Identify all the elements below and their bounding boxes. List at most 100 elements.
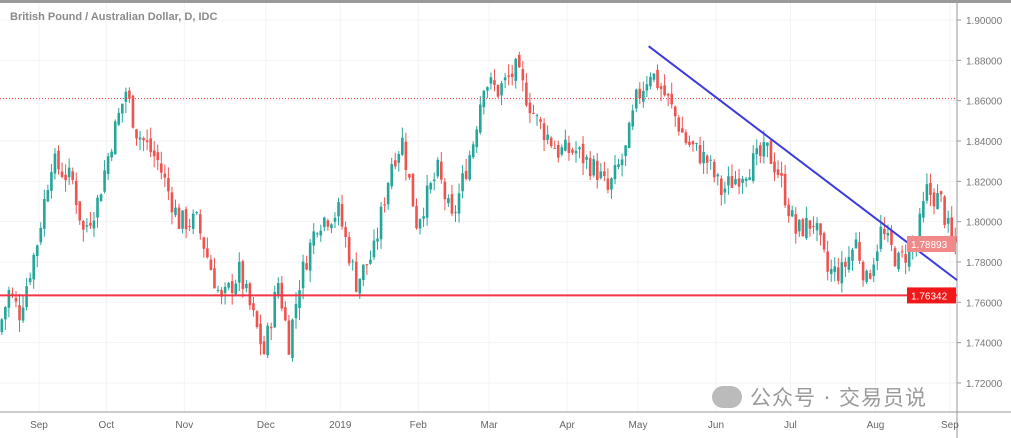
- candle-body: [248, 283, 252, 306]
- candle-body: [78, 201, 82, 221]
- candle-body: [429, 183, 432, 190]
- candle-body: [592, 159, 596, 176]
- candle-body: [96, 197, 99, 218]
- candle-body: [276, 283, 280, 295]
- candle-body: [337, 202, 340, 217]
- candle-body: [241, 261, 245, 289]
- candle-body: [691, 141, 695, 145]
- candle-body: [195, 212, 199, 214]
- candle-body: [181, 210, 184, 229]
- candle-body: [468, 155, 471, 180]
- candle-body: [780, 172, 783, 176]
- candle-body: [861, 262, 865, 281]
- candle-body: [709, 159, 712, 161]
- candle-body: [50, 172, 53, 191]
- candle-body: [411, 173, 415, 207]
- candle-body: [46, 190, 50, 202]
- candle-body: [649, 76, 652, 87]
- candle-body: [588, 158, 592, 177]
- candle-body: [599, 171, 603, 179]
- candle-body: [64, 174, 67, 181]
- candle-body: [167, 178, 170, 192]
- candle-body: [514, 58, 518, 81]
- candle-body: [532, 112, 535, 114]
- candle-body: [826, 251, 829, 272]
- candle-body: [875, 251, 879, 261]
- candle-body: [372, 240, 376, 258]
- candle-body: [156, 152, 160, 161]
- y-tick-label: 1.88000: [966, 56, 1003, 67]
- candle-body: [493, 80, 496, 85]
- candle-body: [571, 149, 574, 153]
- candle-body: [720, 178, 723, 196]
- candle-body: [99, 194, 103, 202]
- candle-body: [624, 145, 627, 156]
- candle-body: [705, 155, 709, 163]
- y-tick-label: 1.90000: [966, 16, 1003, 27]
- candle-body: [301, 261, 305, 289]
- candle-body: [897, 252, 900, 270]
- candle-body: [585, 156, 588, 160]
- candle-body: [631, 110, 635, 127]
- candle-body: [829, 268, 833, 274]
- candle-body: [610, 178, 613, 190]
- candle-body: [11, 293, 14, 296]
- candle-body: [872, 264, 876, 276]
- candle-body: [939, 191, 943, 195]
- x-tick-label: Sep: [941, 420, 959, 431]
- trendline[interactable]: [648, 45, 958, 281]
- candle-body: [929, 183, 932, 195]
- candle-body: [606, 178, 610, 190]
- candle-body: [145, 140, 149, 143]
- candle-body: [362, 264, 365, 281]
- candle-body: [74, 180, 78, 206]
- candle-body: [681, 128, 684, 133]
- candle-body: [174, 207, 177, 216]
- candle-body: [369, 259, 372, 264]
- candle-body: [191, 213, 195, 229]
- candle-body: [333, 217, 337, 222]
- candle-body: [595, 160, 599, 180]
- candle-body: [4, 307, 7, 320]
- candle-body: [517, 54, 521, 68]
- candle-body: [812, 226, 815, 228]
- candle-body: [39, 227, 43, 243]
- candle-body: [698, 145, 702, 164]
- candle-body: [950, 217, 954, 241]
- chart-title: British Pound / Australian Dollar, D, ID…: [10, 11, 218, 23]
- candle-body: [652, 73, 656, 80]
- candle-body: [642, 90, 645, 102]
- candle-body: [245, 283, 248, 289]
- candle-body: [560, 147, 564, 155]
- candle-body: [326, 220, 330, 227]
- candle-body: [21, 307, 25, 321]
- candle-body: [358, 278, 362, 294]
- candle-body: [230, 281, 234, 294]
- candle-body: [727, 176, 730, 186]
- candle-body: [85, 225, 89, 227]
- candle-body: [755, 148, 759, 155]
- y-tick-label: 1.76000: [966, 298, 1003, 309]
- x-tick-label: Sep: [30, 420, 48, 431]
- candle-body: [71, 171, 74, 181]
- candle-body: [865, 270, 868, 283]
- y-tick-label: 1.80000: [966, 218, 1003, 229]
- candle-body: [131, 95, 135, 128]
- watermark: 公众号 · 交易员说: [712, 382, 927, 412]
- candle-body: [305, 263, 308, 270]
- candle-body: [198, 214, 202, 234]
- candle-body: [759, 145, 762, 156]
- candle-body: [390, 164, 393, 187]
- candle-body: [603, 171, 606, 177]
- candle-body: [851, 249, 854, 261]
- support-price-label-bg: [907, 287, 956, 304]
- candle-body: [440, 161, 443, 180]
- candle-body: [748, 177, 751, 181]
- candle-body: [730, 176, 734, 188]
- candle-body: [220, 289, 223, 297]
- candle-body: [766, 142, 769, 146]
- candle-body: [223, 286, 227, 294]
- candle-body: [312, 231, 316, 246]
